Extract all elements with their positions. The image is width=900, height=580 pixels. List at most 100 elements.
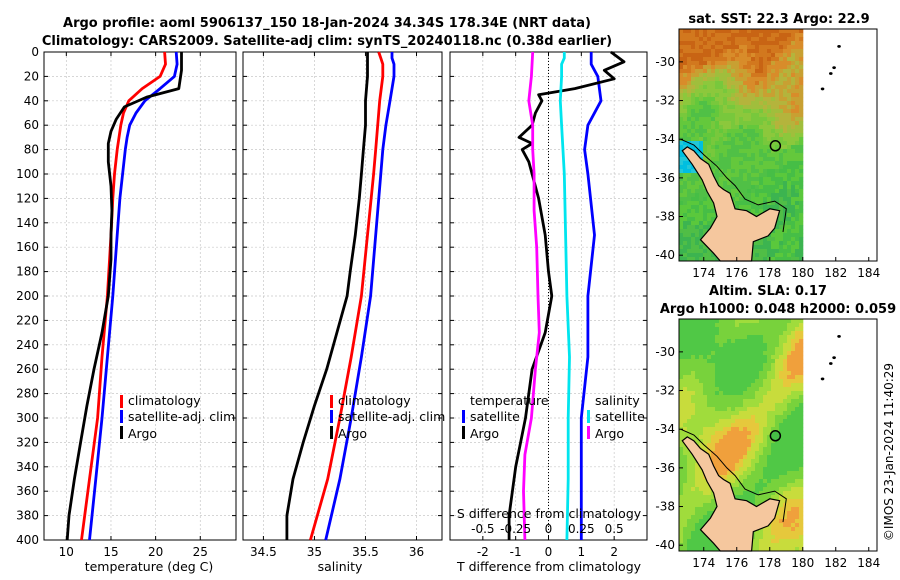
map-y-tick-label: -38 [655,500,675,514]
map-cell [739,137,744,142]
map-cell [771,399,776,404]
map-cell [743,471,748,476]
map-cell [775,53,780,58]
map-cell [691,193,696,198]
map-cell [679,391,684,396]
map-cell [791,65,796,70]
map-cell [787,523,792,528]
map-cell [687,241,692,246]
map-cell [747,355,752,360]
map-cell [703,141,708,146]
map-cell [687,471,692,476]
map-cell [739,331,744,336]
map-cell [691,419,696,424]
map-cell [723,459,728,464]
sst-map-frame [678,28,878,262]
map-cell [791,197,796,202]
map-cell [799,229,804,234]
map-cell [787,423,792,428]
map-cell [779,343,784,348]
map-cell [687,511,692,516]
sla-map-frame [678,318,878,552]
map-cell [743,73,748,78]
map-cell [683,221,688,226]
map-cell [735,69,740,74]
map-cell [711,331,716,336]
map-cell [791,229,796,234]
map-cell [755,539,760,544]
map-cell [799,499,804,504]
map-cell [707,355,712,360]
map-cell [739,423,744,428]
map-cell [783,535,788,540]
map-cell [679,435,684,440]
map-cell [711,149,716,154]
map-cell [751,121,756,126]
map-cell [695,543,700,548]
map-cell [703,41,708,46]
map-cell [679,245,684,250]
map-cell [723,61,728,66]
map-cell [699,519,704,524]
map-cell [683,355,688,360]
map-cell [687,419,692,424]
map-cell [699,217,704,222]
map-cell [767,427,772,432]
map-cell [731,423,736,428]
map-cell [759,205,764,210]
map-cell [699,29,704,34]
map-cell [715,343,720,348]
map-cell [751,379,756,384]
map-cell [767,343,772,348]
map-cell [779,395,784,400]
y-tick-label: 140 [16,216,39,230]
map-cell [723,467,728,472]
map-cell [775,125,780,130]
map-cell [783,323,788,328]
map-cell [763,189,768,194]
map-cell [759,113,764,118]
y-tick-label: 300 [16,411,39,425]
map-cell [691,331,696,336]
map-cell [703,225,708,230]
map-cell [735,101,740,106]
map-cell [771,327,776,332]
temperature-legend: climatology satellite-adj. clim Argo [120,393,235,441]
map-cell [791,89,796,94]
map-cell [743,173,748,178]
map-cell [743,153,748,158]
map-x-tick-label: 174 [692,266,715,280]
map-cell [751,339,756,344]
map-cell [759,73,764,78]
map-cell [771,153,776,158]
map-cell [759,475,764,480]
map-cell [683,387,688,392]
map-cell [739,319,744,324]
y-tick-label: 40 [24,94,39,108]
map-cell [747,431,752,436]
map-cell [691,213,696,218]
map-cell [751,427,756,432]
map-cell [727,443,732,448]
map-cell [783,403,788,408]
map-cell [767,339,772,344]
map-cell [711,547,716,552]
map-cell [799,181,804,186]
map-cell [707,411,712,416]
map-cell [723,57,728,62]
island [820,377,825,381]
map-cell [763,109,768,114]
map-cell [707,331,712,336]
map-cell [719,319,724,324]
map-cell [723,97,728,102]
map-cell [727,169,732,174]
map-cell [731,29,736,34]
map-cell [727,435,732,440]
map-cell [763,423,768,428]
map-cell [755,455,760,460]
map-cell [731,459,736,464]
map-cell [751,375,756,380]
map-cell [711,81,716,86]
map-cell [747,81,752,86]
map-cell [715,435,720,440]
